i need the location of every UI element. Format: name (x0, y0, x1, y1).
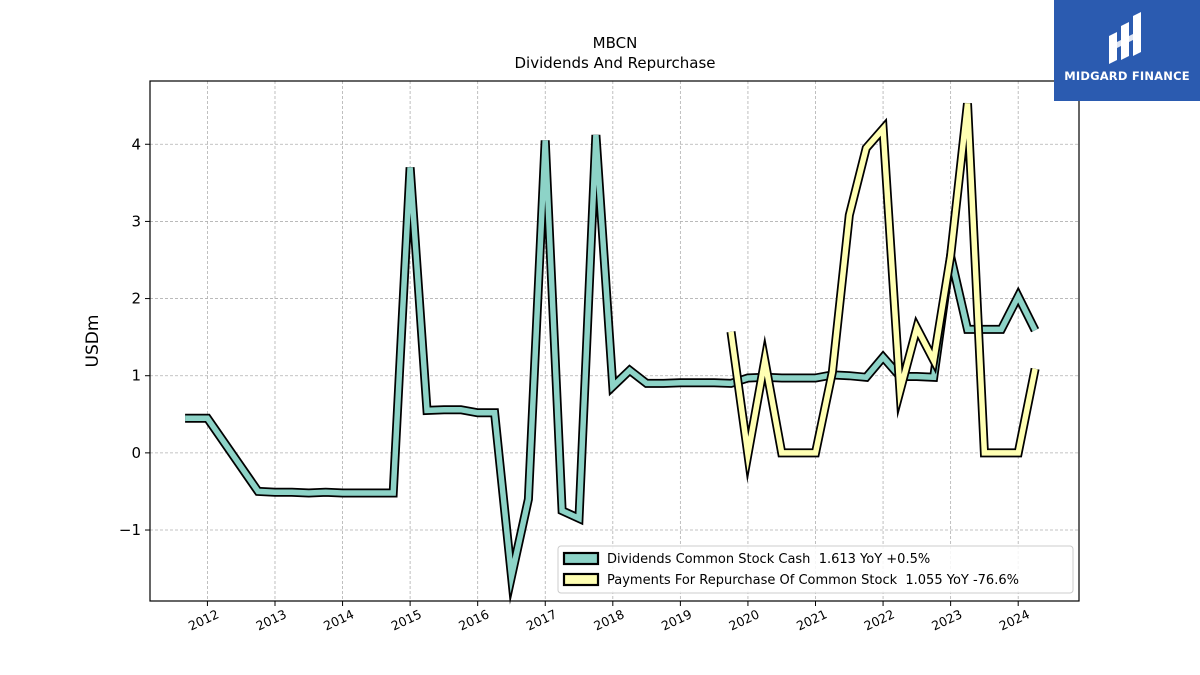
brand-name: MIDGARD FINANCE (1064, 69, 1190, 83)
x-tick-label: 2021 (794, 606, 829, 633)
legend-label-repurchase: Payments For Repurchase Of Common Stock … (607, 573, 1019, 588)
plot-frame (149, 80, 1080, 602)
legend-label-dividends: Dividends Common Stock Cash 1.613 YoY +0… (607, 552, 930, 567)
x-tick-label: 2019 (659, 606, 694, 633)
x-tick-label: 2014 (321, 606, 356, 633)
repurchase-series-line-fill (728, 103, 1038, 472)
x-axis: 2012 2013 2014 2015 2016 2017 2018 2019 2020 2021… (186, 601, 1032, 633)
y-tick-label: 1 (131, 367, 141, 385)
y-tick-label: 3 (131, 212, 141, 230)
y-axis: −1 0 1 2 3 4 (119, 135, 150, 539)
x-tick-label: 2020 (726, 606, 761, 633)
legend: Dividends Common Stock Cash 1.613 YoY +0… (557, 545, 1074, 594)
x-tick-label: 2017 (524, 606, 559, 633)
legend-swatch-dividends (562, 551, 600, 566)
series-group (185, 102, 1040, 605)
y-axis-label: USDm (83, 315, 103, 368)
brand-logo-mark (1109, 12, 1141, 64)
y-tick-label: 0 (131, 444, 141, 462)
legend-swatch-repurchase (562, 572, 600, 587)
x-tick-label: 2023 (929, 606, 964, 633)
x-tick-label: 2018 (591, 606, 626, 633)
y-tick-label: 2 (131, 290, 141, 308)
x-tick-label: 2012 (186, 606, 221, 633)
x-tick-label: 2024 (997, 606, 1032, 633)
x-tick-label: 2013 (254, 606, 289, 633)
chart-subtitle: Dividends And Repurchase (514, 54, 715, 72)
brand-logo: MIDGARD FINANCE (1054, 0, 1200, 101)
chart-title: MBCN (593, 34, 638, 52)
y-tick-label: 4 (131, 135, 141, 153)
repurchase-series-line (726, 102, 1040, 484)
legend-box (557, 545, 1074, 594)
x-tick-label: 2015 (389, 606, 424, 633)
x-tick-label: 2016 (456, 606, 491, 633)
x-tick-label: 2022 (862, 606, 897, 633)
y-tick-label: −1 (119, 521, 141, 539)
